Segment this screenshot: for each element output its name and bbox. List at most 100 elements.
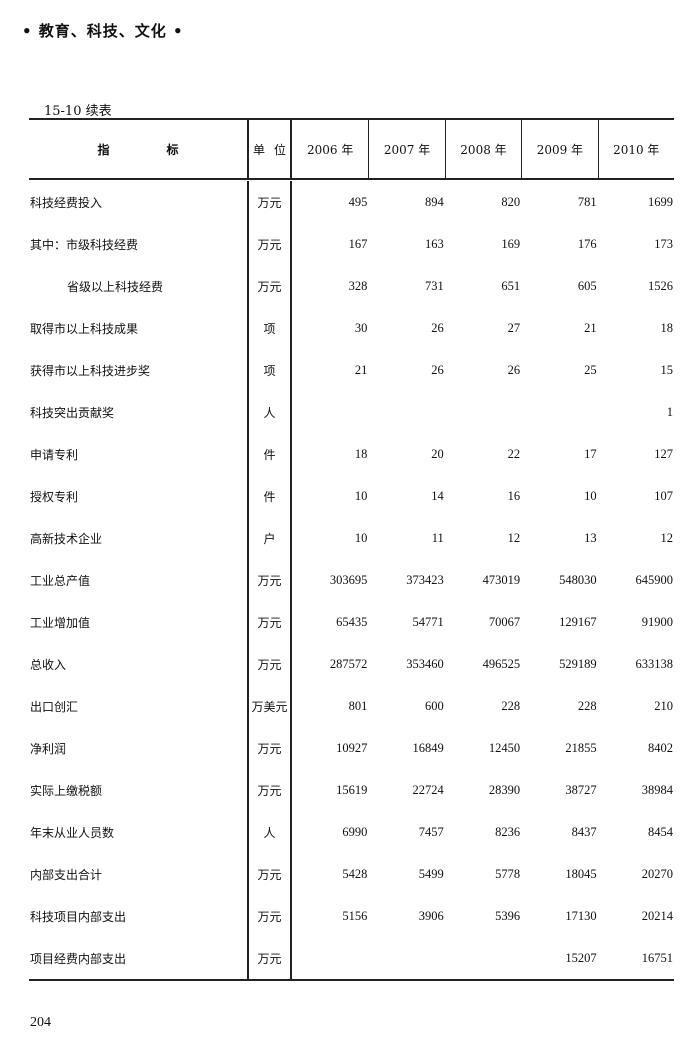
row-unit: 件 <box>247 433 292 475</box>
row-label: 出口创汇 <box>30 699 79 714</box>
header-year: 2006 年 <box>307 142 354 157</box>
header-indicator: 指 标 <box>29 120 247 178</box>
row-unit: 项 <box>247 307 292 349</box>
row-value: 26 <box>507 362 521 377</box>
row-value: 12450 <box>488 740 521 755</box>
row-label: 科技经费投入 <box>30 195 103 210</box>
table-row: 获得市以上科技进步奖 项 21 26 26 25 15 <box>29 349 674 391</box>
row-value: 30 <box>354 320 368 335</box>
row-value: 91900 <box>641 614 673 629</box>
row-value: 21 <box>584 320 597 335</box>
row-value: 1699 <box>647 194 673 209</box>
row-value: 163 <box>425 236 444 251</box>
table-caption: 15-10 续表 <box>44 104 112 119</box>
row-value: 820 <box>501 194 521 209</box>
table-row: 申请专利 件 18 20 22 17 127 <box>29 433 674 475</box>
table-row: 净利润 万元 10927 16849 12450 21855 8402 <box>29 727 674 769</box>
row-unit: 万元 <box>247 643 292 685</box>
row-value: 228 <box>577 698 597 713</box>
row-value: 8437 <box>571 824 597 839</box>
row-value: 5778 <box>495 866 521 881</box>
row-value: 15619 <box>336 782 368 797</box>
row-value: 21 <box>354 362 368 377</box>
row-value: 20214 <box>641 908 673 923</box>
table-row: 年末从业人员数 人 6990 7457 8236 8437 8454 <box>29 811 674 853</box>
row-value: 5499 <box>418 866 444 881</box>
row-value: 25 <box>584 362 597 377</box>
row-unit: 万美元 <box>247 685 292 727</box>
row-unit: 户 <box>247 517 292 559</box>
table-row: 高新技术企业 户 10 11 12 13 12 <box>29 517 674 559</box>
row-value: 18 <box>354 446 368 461</box>
row-value: 107 <box>654 488 673 503</box>
row-value: 12 <box>660 530 673 545</box>
row-unit: 万元 <box>247 559 292 601</box>
row-label: 内部支出合计 <box>30 867 103 882</box>
page-number: 204 <box>30 1015 51 1030</box>
row-value: 548030 <box>559 572 597 587</box>
row-value: 22 <box>507 446 521 461</box>
row-value: 26 <box>431 362 444 377</box>
row-value: 10927 <box>336 740 368 755</box>
row-value: 16849 <box>412 740 444 755</box>
row-value: 353460 <box>406 656 444 671</box>
row-value: 10 <box>584 488 597 503</box>
row-unit: 项 <box>247 349 292 391</box>
table-row: 实际上缴税额 万元 15619 22724 28390 38727 38984 <box>29 769 674 811</box>
row-label: 实际上缴税额 <box>30 783 103 798</box>
table-row: 省级以上科技经费 万元 328 731 651 605 1526 <box>29 265 674 307</box>
row-label: 科技突出贡献奖 <box>30 405 115 420</box>
row-value: 16751 <box>641 950 673 965</box>
row-unit: 万元 <box>247 265 292 307</box>
row-value: 651 <box>501 278 521 293</box>
row-value: 894 <box>425 194 444 209</box>
row-value: 10 <box>354 530 368 545</box>
row-label: 净利润 <box>30 741 67 756</box>
row-value: 1526 <box>647 278 673 293</box>
row-value: 26 <box>431 320 444 335</box>
table-row: 出口创汇 万美元 801 600 228 228 210 <box>29 685 674 727</box>
row-value: 70067 <box>488 614 521 629</box>
row-value: 287572 <box>329 656 368 671</box>
row-unit: 万元 <box>247 727 292 769</box>
table-row: 其中：市级科技经费 万元 167 163 169 176 173 <box>29 223 674 265</box>
header-year: 2010 年 <box>597 120 674 178</box>
row-value: 605 <box>577 278 597 293</box>
running-header: • 教育、科技、文化 • <box>22 22 184 40</box>
table-header: 指 标 单 位 2006 年 2007 年 2008 年 2009 年 2010… <box>29 118 674 180</box>
row-value: 5428 <box>342 866 368 881</box>
row-value: 38984 <box>641 782 673 797</box>
row-value: 15 <box>660 362 673 377</box>
table-row: 内部支出合计 万元 5428 5499 5778 18045 20270 <box>29 853 674 895</box>
row-value: 17130 <box>565 908 597 923</box>
row-value: 167 <box>348 236 368 251</box>
row-unit: 万元 <box>247 937 292 979</box>
table-row: 项目经费内部支出 万元 15207 16751 <box>29 937 674 979</box>
row-unit: 万元 <box>247 181 292 223</box>
header-year: 2007 年 <box>368 120 444 178</box>
row-value: 28390 <box>488 782 521 797</box>
header-year: 2009 年 <box>521 120 597 178</box>
row-value: 22724 <box>412 782 444 797</box>
row-value: 20 <box>431 446 444 461</box>
row-label: 工业增加值 <box>30 615 91 630</box>
row-value: 173 <box>654 236 673 251</box>
row-unit: 人 <box>247 391 292 433</box>
row-value: 801 <box>348 698 368 713</box>
row-value: 328 <box>348 278 368 293</box>
table-row: 取得市以上科技成果 项 30 26 27 21 18 <box>29 307 674 349</box>
table-row: 科技项目内部支出 万元 5156 3906 5396 17130 20214 <box>29 895 674 937</box>
row-unit: 万元 <box>247 223 292 265</box>
row-value: 20270 <box>641 866 673 881</box>
row-label: 取得市以上科技成果 <box>30 321 139 336</box>
row-value: 1 <box>666 404 673 419</box>
row-value: 645900 <box>635 572 673 587</box>
table-body: 科技经费投入 万元 495 894 820 781 1699 其中：市级科技经费 万元 167 16… <box>29 180 674 981</box>
table-row: 科技突出贡献奖 人 1 <box>29 391 674 433</box>
row-value: 731 <box>425 278 444 293</box>
row-value: 127 <box>654 446 673 461</box>
row-value: 529189 <box>559 656 597 671</box>
row-value: 18045 <box>565 866 597 881</box>
row-value: 6990 <box>342 824 368 839</box>
row-value: 10 <box>354 488 368 503</box>
